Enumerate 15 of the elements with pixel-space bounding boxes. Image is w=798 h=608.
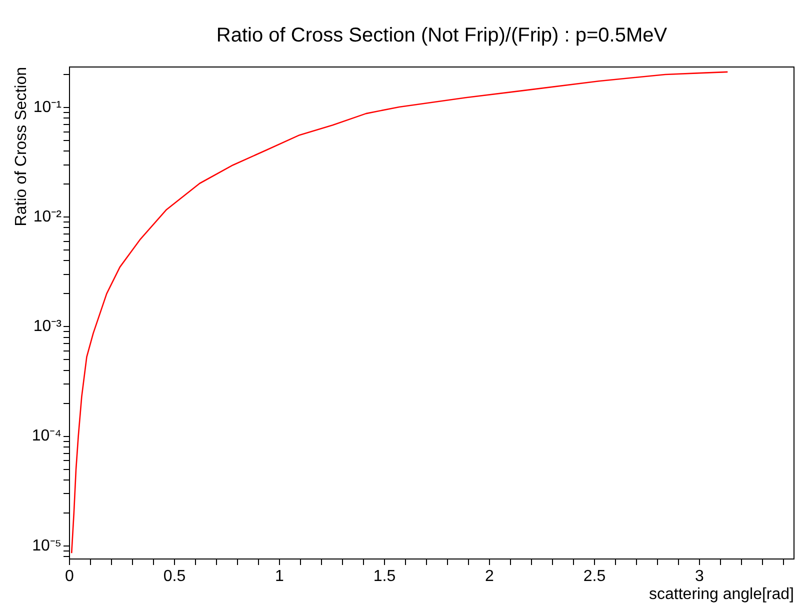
y-tick-label: 10⁻² [33, 208, 62, 226]
y-axis-title: Ratio of Cross Section [13, 67, 30, 226]
x-tick-label: 1 [275, 568, 284, 586]
y-tick-label: 10⁻³ [33, 318, 62, 336]
x-tick-label: 2.5 [583, 568, 606, 586]
x-tick-label: 1.5 [373, 568, 396, 586]
chart-title: Ratio of Cross Section (Not Frip)/(Frip) : p=0.5MeV [216, 24, 668, 47]
y-tick-label: 10⁻⁴ [32, 428, 62, 445]
x-tick-label: 2 [485, 568, 494, 586]
x-tick-label: 0 [65, 568, 74, 586]
x-axis-title: scattering angle[rad] [649, 586, 794, 603]
x-tick-label: 3 [695, 568, 704, 586]
y-tick-label: 10⁻¹ [33, 98, 62, 116]
x-tick-label: 0.5 [163, 568, 186, 586]
y-tick-label: 10⁻⁵ [32, 537, 62, 554]
